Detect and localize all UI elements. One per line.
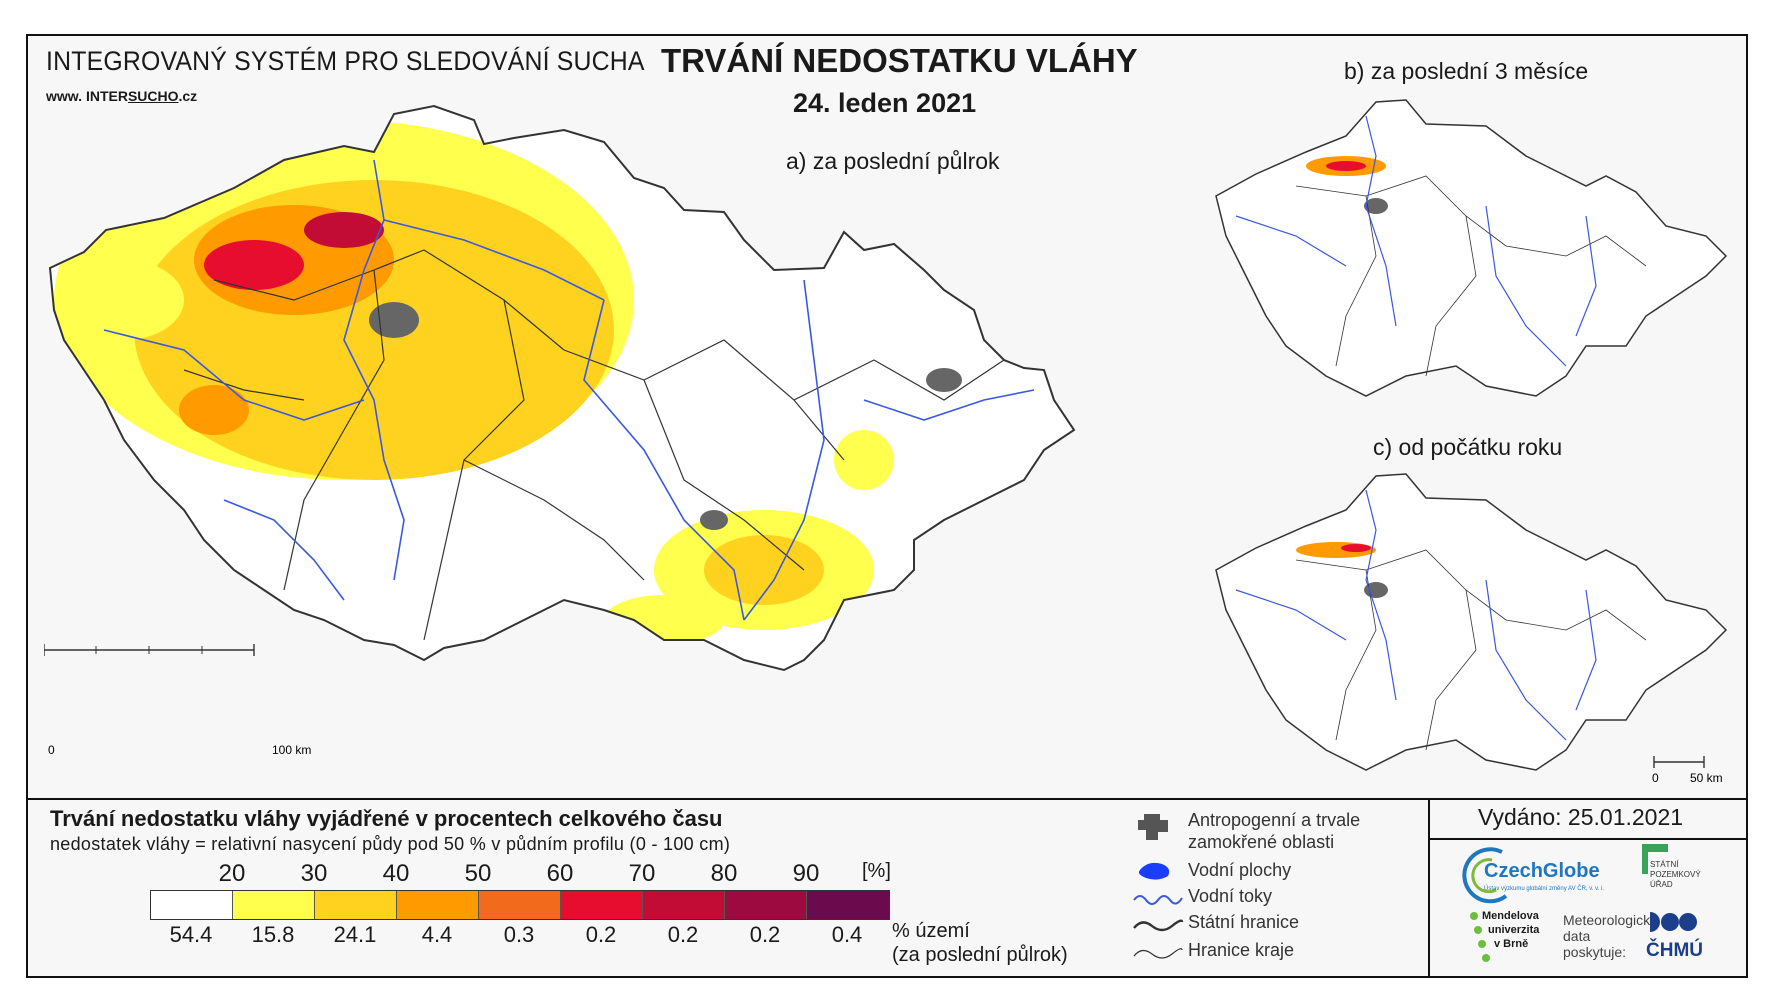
urban-area-icon [1138, 814, 1168, 840]
water-bodies-label: Vodní plochy [1188, 860, 1292, 880]
czechglobe-subtitle: Ústav výzkumu globální změny AV ČR, v. v… [1484, 886, 1605, 892]
meteo-text-2: data [1563, 928, 1591, 944]
threshold-label: 70 [628, 860, 656, 887]
main-title: TRVÁNÍ NEDOSTATKU VLÁHY [661, 42, 1138, 79]
map-a: 0 100 km [44, 104, 1076, 757]
scale-a-start: 0 [48, 743, 55, 757]
region-border-icon [1133, 948, 1183, 959]
map-c-label: c) od počátku roku [1373, 434, 1563, 460]
mendel-text-3: v Brně [1494, 938, 1529, 950]
state-border-icon [1133, 919, 1184, 932]
legend-title: Trvání nedostatku vláhy vyjádřené v proc… [50, 806, 723, 831]
legend-color-cell [807, 891, 889, 919]
legend-color-cell [233, 891, 315, 919]
legend-unit: [%] [862, 860, 891, 882]
info-divider [1428, 798, 1430, 978]
spu-text-2: POZEMKOVÝ [1650, 870, 1701, 879]
legend-color-cell [643, 891, 725, 919]
threshold-label: 50 [464, 860, 492, 887]
chmu-logo: ČHMÚ [1646, 910, 1726, 970]
mendel-logo: Mendelova univerzita v Brně [1466, 908, 1566, 974]
threshold-label: 60 [546, 860, 574, 887]
spu-logo: STÁTNÍ POZEMKOVÝ ÚŘAD [1642, 844, 1722, 904]
legend-color-cell [397, 891, 479, 919]
legend-color-cell [725, 891, 807, 919]
symbol-legend-icons [1133, 814, 1184, 959]
threshold-label: 80 [710, 860, 738, 887]
scale-c-start: 0 [1652, 771, 1659, 785]
threshold-label: 90 [792, 860, 820, 887]
percent-value: 24.1 [333, 922, 377, 947]
percent-value: 15.8 [251, 922, 295, 947]
threshold-label: 20 [218, 860, 246, 887]
percent-label: % území [892, 920, 970, 942]
legend-divider [26, 798, 1748, 800]
legend-thresholds: 20 30 40 50 60 70 80 90 [150, 860, 890, 888]
urban-label-2: zamokřené oblasti [1188, 832, 1335, 852]
legend-color-cell [151, 891, 233, 919]
czechglobe-logo: CzechGlobe Ústav výzkumu globální změny … [1462, 846, 1632, 904]
percent-value: 0.4 [831, 922, 863, 947]
map-b [1215, 99, 1728, 397]
map-date: 24. leden 2021 [793, 88, 977, 118]
scale-c-end: 50 km [1690, 771, 1723, 785]
chmu-name: ČHMÚ [1646, 940, 1703, 961]
scale-a-end: 100 km [272, 743, 311, 757]
percent-value: 0.2 [667, 922, 699, 947]
threshold-label: 40 [382, 860, 410, 887]
legend-subtitle: nedostatek vláhy = relativní nasycení pů… [50, 834, 731, 854]
rivers-label: Vodní toky [1188, 886, 1273, 906]
website-prefix: www. [46, 88, 86, 104]
map-b-label: b) za poslední 3 měsíce [1344, 58, 1589, 84]
percent-value: 54.4 [169, 922, 213, 947]
legend-percent-area: 54.4 15.8 24.1 4.4 0.3 0.2 0.2 0.2 0.4 [150, 922, 890, 952]
spu-text-3: ÚŘAD [1650, 880, 1673, 889]
mendel-text-2: univerzita [1488, 924, 1540, 936]
urban-label: Antropogenní a trvale [1188, 810, 1361, 830]
legend-color-cell [315, 891, 397, 919]
percent-value: 0.3 [503, 922, 535, 947]
website-part-c: .cz [178, 88, 198, 104]
water-body-icon [1138, 862, 1170, 880]
percent-label-period: (za poslední půlrok) [892, 944, 1068, 966]
website-part-a: INTER [85, 88, 128, 104]
mendel-text-1: Mendelova [1482, 910, 1539, 922]
spu-text-1: STÁTNÍ [1650, 860, 1679, 869]
river-icon [1133, 895, 1183, 905]
map-c: 0 50 km [1215, 473, 1728, 785]
legend-color-cell [479, 891, 561, 919]
website-part-b: SUCHO [127, 88, 179, 104]
system-title: INTEGROVANÝ SYSTÉM PRO SLEDOVÁNÍ SUCHA [46, 46, 645, 76]
meteo-text-3: poskytuje: [1563, 944, 1627, 960]
legend-color-cell [561, 891, 643, 919]
issued-date: Vydáno: 25.01.2021 [1478, 804, 1684, 830]
map-a-label: a) za poslední půlrok [786, 148, 1000, 174]
percent-value: 4.4 [421, 922, 453, 947]
czechglobe-name: CzechGlobe [1484, 860, 1600, 882]
meteo-text-1: Meteorologická [1563, 912, 1658, 928]
website-link[interactable]: www. INTERSUCHO.cz [46, 88, 197, 104]
state-border-label: Státní hranice [1188, 912, 1300, 932]
threshold-label: 30 [300, 860, 328, 887]
issued-divider [1428, 838, 1748, 840]
percent-value: 0.2 [585, 922, 617, 947]
region-border-label: Hranice kraje [1188, 940, 1295, 960]
percent-value: 0.2 [749, 922, 781, 947]
legend-colorbar [150, 890, 890, 920]
